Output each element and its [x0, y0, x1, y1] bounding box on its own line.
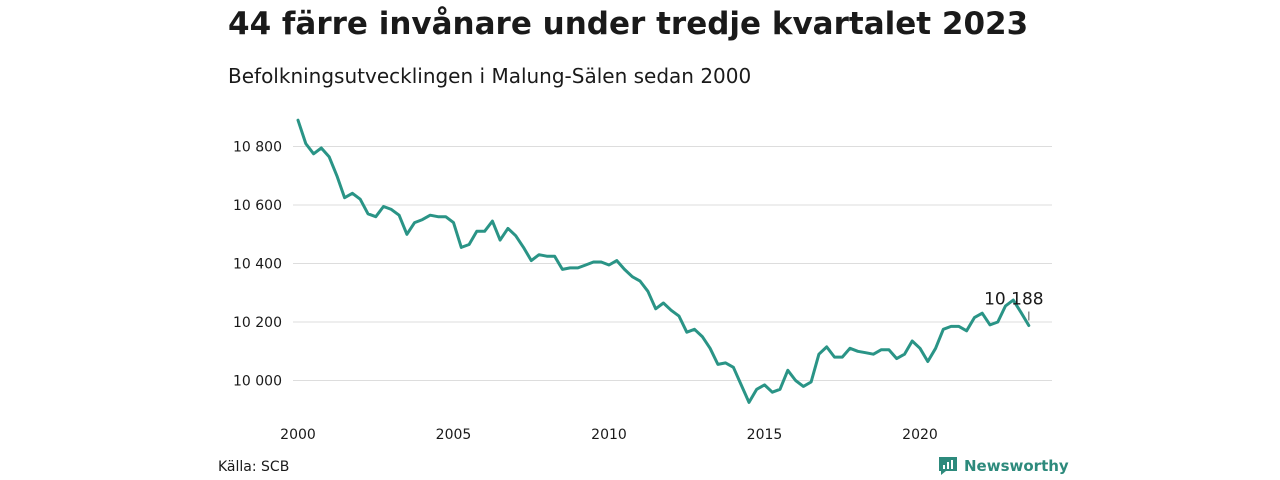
x-tick-label: 2020	[902, 427, 938, 443]
brand-name: Newsworthy	[964, 457, 1069, 475]
annotation-label: 10 188	[984, 290, 1043, 310]
brand-logo: Newsworthy	[938, 456, 1069, 476]
x-tick-label: 2005	[436, 427, 472, 443]
y-tick-label: 10 600	[233, 198, 282, 214]
series-line	[296, 118, 1031, 404]
y-tick-label: 10 400	[233, 257, 282, 273]
x-tick-label: 2000	[280, 427, 316, 443]
chart-subtitle: Befolkningsutvecklingen i Malung-Sälen s…	[228, 64, 752, 88]
y-tick-label: 10 000	[233, 374, 282, 390]
source-label: Källa: SCB	[218, 459, 290, 475]
y-tick-label: 10 200	[233, 315, 282, 331]
y-tick-label: 10 800	[233, 140, 282, 156]
x-tick-label: 2010	[591, 427, 627, 443]
x-tick-label: 2015	[747, 427, 783, 443]
newsworthy-logo-icon	[939, 457, 957, 475]
chart-title: 44 färre invånare under tredje kvartalet…	[228, 6, 1029, 42]
